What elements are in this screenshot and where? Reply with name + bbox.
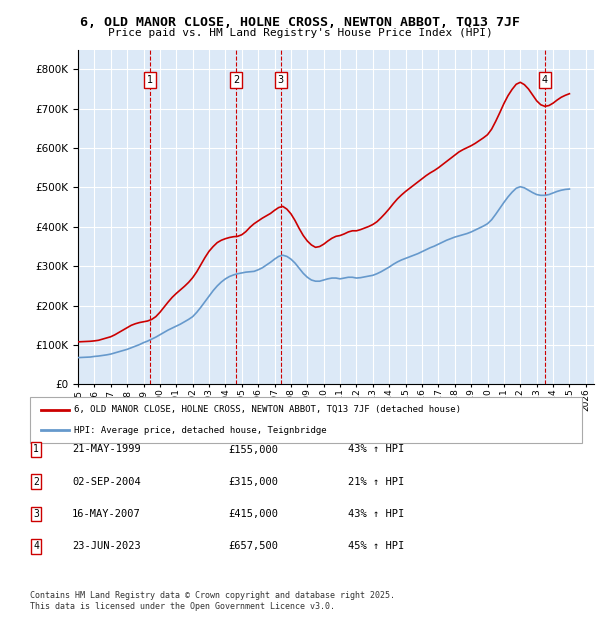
Text: 4: 4 <box>33 541 39 551</box>
Text: 45% ↑ HPI: 45% ↑ HPI <box>348 541 404 551</box>
Text: 1: 1 <box>33 445 39 454</box>
Text: £155,000: £155,000 <box>228 445 278 454</box>
Text: 16-MAY-2007: 16-MAY-2007 <box>72 509 141 519</box>
Text: Contains HM Land Registry data © Crown copyright and database right 2025.
This d: Contains HM Land Registry data © Crown c… <box>30 591 395 611</box>
Text: 02-SEP-2004: 02-SEP-2004 <box>72 477 141 487</box>
Text: 23-JUN-2023: 23-JUN-2023 <box>72 541 141 551</box>
Text: 6, OLD MANOR CLOSE, HOLNE CROSS, NEWTON ABBOT, TQ13 7JF (detached house): 6, OLD MANOR CLOSE, HOLNE CROSS, NEWTON … <box>74 405 461 414</box>
Text: 2: 2 <box>33 477 39 487</box>
Text: 3: 3 <box>33 509 39 519</box>
Text: 21% ↑ HPI: 21% ↑ HPI <box>348 477 404 487</box>
Text: HPI: Average price, detached house, Teignbridge: HPI: Average price, detached house, Teig… <box>74 426 327 435</box>
Text: 43% ↑ HPI: 43% ↑ HPI <box>348 509 404 519</box>
Text: £315,000: £315,000 <box>228 477 278 487</box>
Text: £657,500: £657,500 <box>228 541 278 551</box>
FancyBboxPatch shape <box>30 397 582 443</box>
Text: 4: 4 <box>541 75 548 85</box>
Text: 3: 3 <box>278 75 284 85</box>
Text: 21-MAY-1999: 21-MAY-1999 <box>72 445 141 454</box>
Text: 6, OLD MANOR CLOSE, HOLNE CROSS, NEWTON ABBOT, TQ13 7JF: 6, OLD MANOR CLOSE, HOLNE CROSS, NEWTON … <box>80 16 520 29</box>
Text: 43% ↑ HPI: 43% ↑ HPI <box>348 445 404 454</box>
Text: Price paid vs. HM Land Registry's House Price Index (HPI): Price paid vs. HM Land Registry's House … <box>107 28 493 38</box>
Text: 1: 1 <box>146 75 153 85</box>
Text: 2: 2 <box>233 75 239 85</box>
Text: £415,000: £415,000 <box>228 509 278 519</box>
